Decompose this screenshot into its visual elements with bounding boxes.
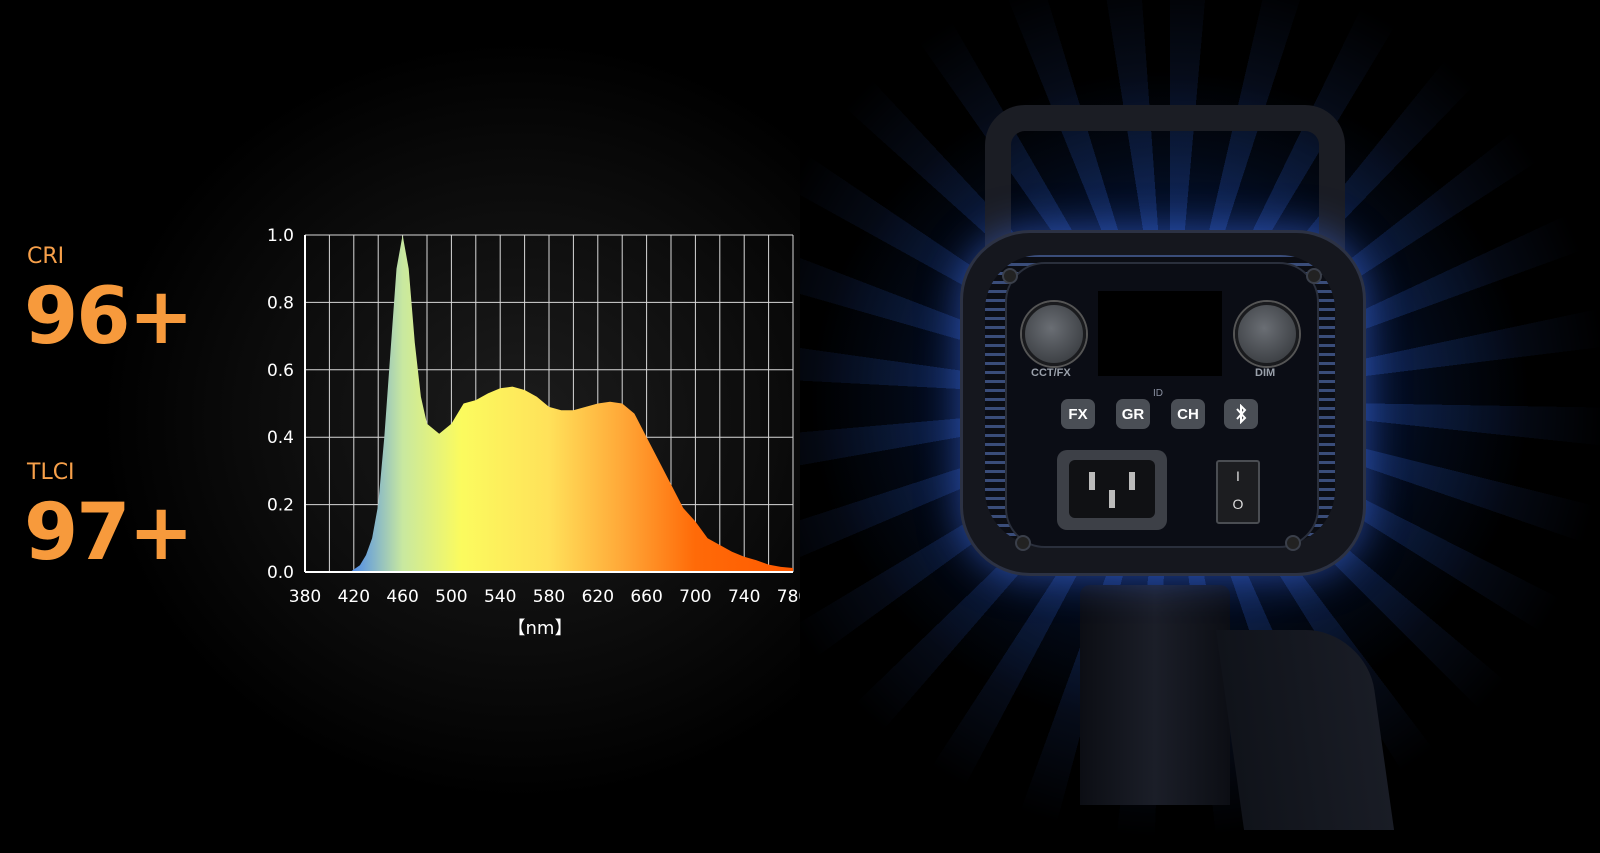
x-tick-label: 660 bbox=[630, 587, 662, 607]
cct-fx-label: CCT/FX bbox=[1031, 367, 1071, 379]
chart-axes bbox=[304, 235, 793, 573]
dim-label: DIM bbox=[1255, 367, 1276, 379]
y-tick-label: 0.8 bbox=[267, 293, 294, 313]
fx-button[interactable]: FX bbox=[1061, 399, 1095, 429]
lcd-screen bbox=[1098, 291, 1222, 376]
x-tick-label: 540 bbox=[484, 587, 516, 607]
x-tick-label: 700 bbox=[679, 587, 711, 607]
light-stand-mount bbox=[1080, 585, 1230, 805]
x-tick-label: 460 bbox=[386, 587, 418, 607]
x-tick-label: 620 bbox=[582, 587, 614, 607]
screw-icon bbox=[1015, 535, 1031, 551]
bluetooth-button[interactable] bbox=[1224, 399, 1258, 429]
x-tick-label: 580 bbox=[533, 587, 565, 607]
cct-fx-knob[interactable] bbox=[1022, 302, 1086, 366]
y-tick-label: 0.6 bbox=[267, 361, 294, 381]
screw-icon bbox=[1306, 268, 1322, 284]
power-inlet bbox=[1057, 450, 1167, 530]
y-tick-label: 0.0 bbox=[267, 563, 294, 583]
x-tick-label: 740 bbox=[728, 587, 760, 607]
y-tick-label: 0.4 bbox=[267, 428, 294, 448]
cri-label: CRI bbox=[27, 244, 65, 269]
x-tick-label: 420 bbox=[338, 587, 370, 607]
x-tick-label: 500 bbox=[435, 587, 467, 607]
power-switch[interactable]: I O bbox=[1216, 460, 1260, 524]
tlci-value: 97+ bbox=[24, 488, 194, 578]
dim-knob[interactable] bbox=[1235, 302, 1299, 366]
screw-icon bbox=[1002, 268, 1018, 284]
spectrum-area bbox=[305, 235, 793, 572]
cri-value: 96+ bbox=[24, 272, 194, 362]
id-label: ID bbox=[1153, 388, 1163, 399]
spectrum-chart: 380 420 460 500 540 580 620 660 700 740 7800.00.20… bbox=[267, 226, 809, 639]
switch-on-mark: I bbox=[1236, 468, 1240, 484]
gr-button[interactable]: GR bbox=[1116, 399, 1150, 429]
y-tick-label: 1.0 bbox=[267, 226, 294, 246]
x-axis-label: 【nm】 bbox=[508, 618, 573, 639]
tlci-label: TLCI bbox=[27, 460, 75, 485]
screw-icon bbox=[1285, 535, 1301, 551]
switch-off-mark: O bbox=[1232, 496, 1244, 512]
y-tick-label: 0.2 bbox=[267, 496, 294, 516]
x-tick-label: 380 bbox=[289, 587, 321, 607]
ch-button[interactable]: CH bbox=[1171, 399, 1205, 429]
bluetooth-icon bbox=[1236, 404, 1247, 424]
